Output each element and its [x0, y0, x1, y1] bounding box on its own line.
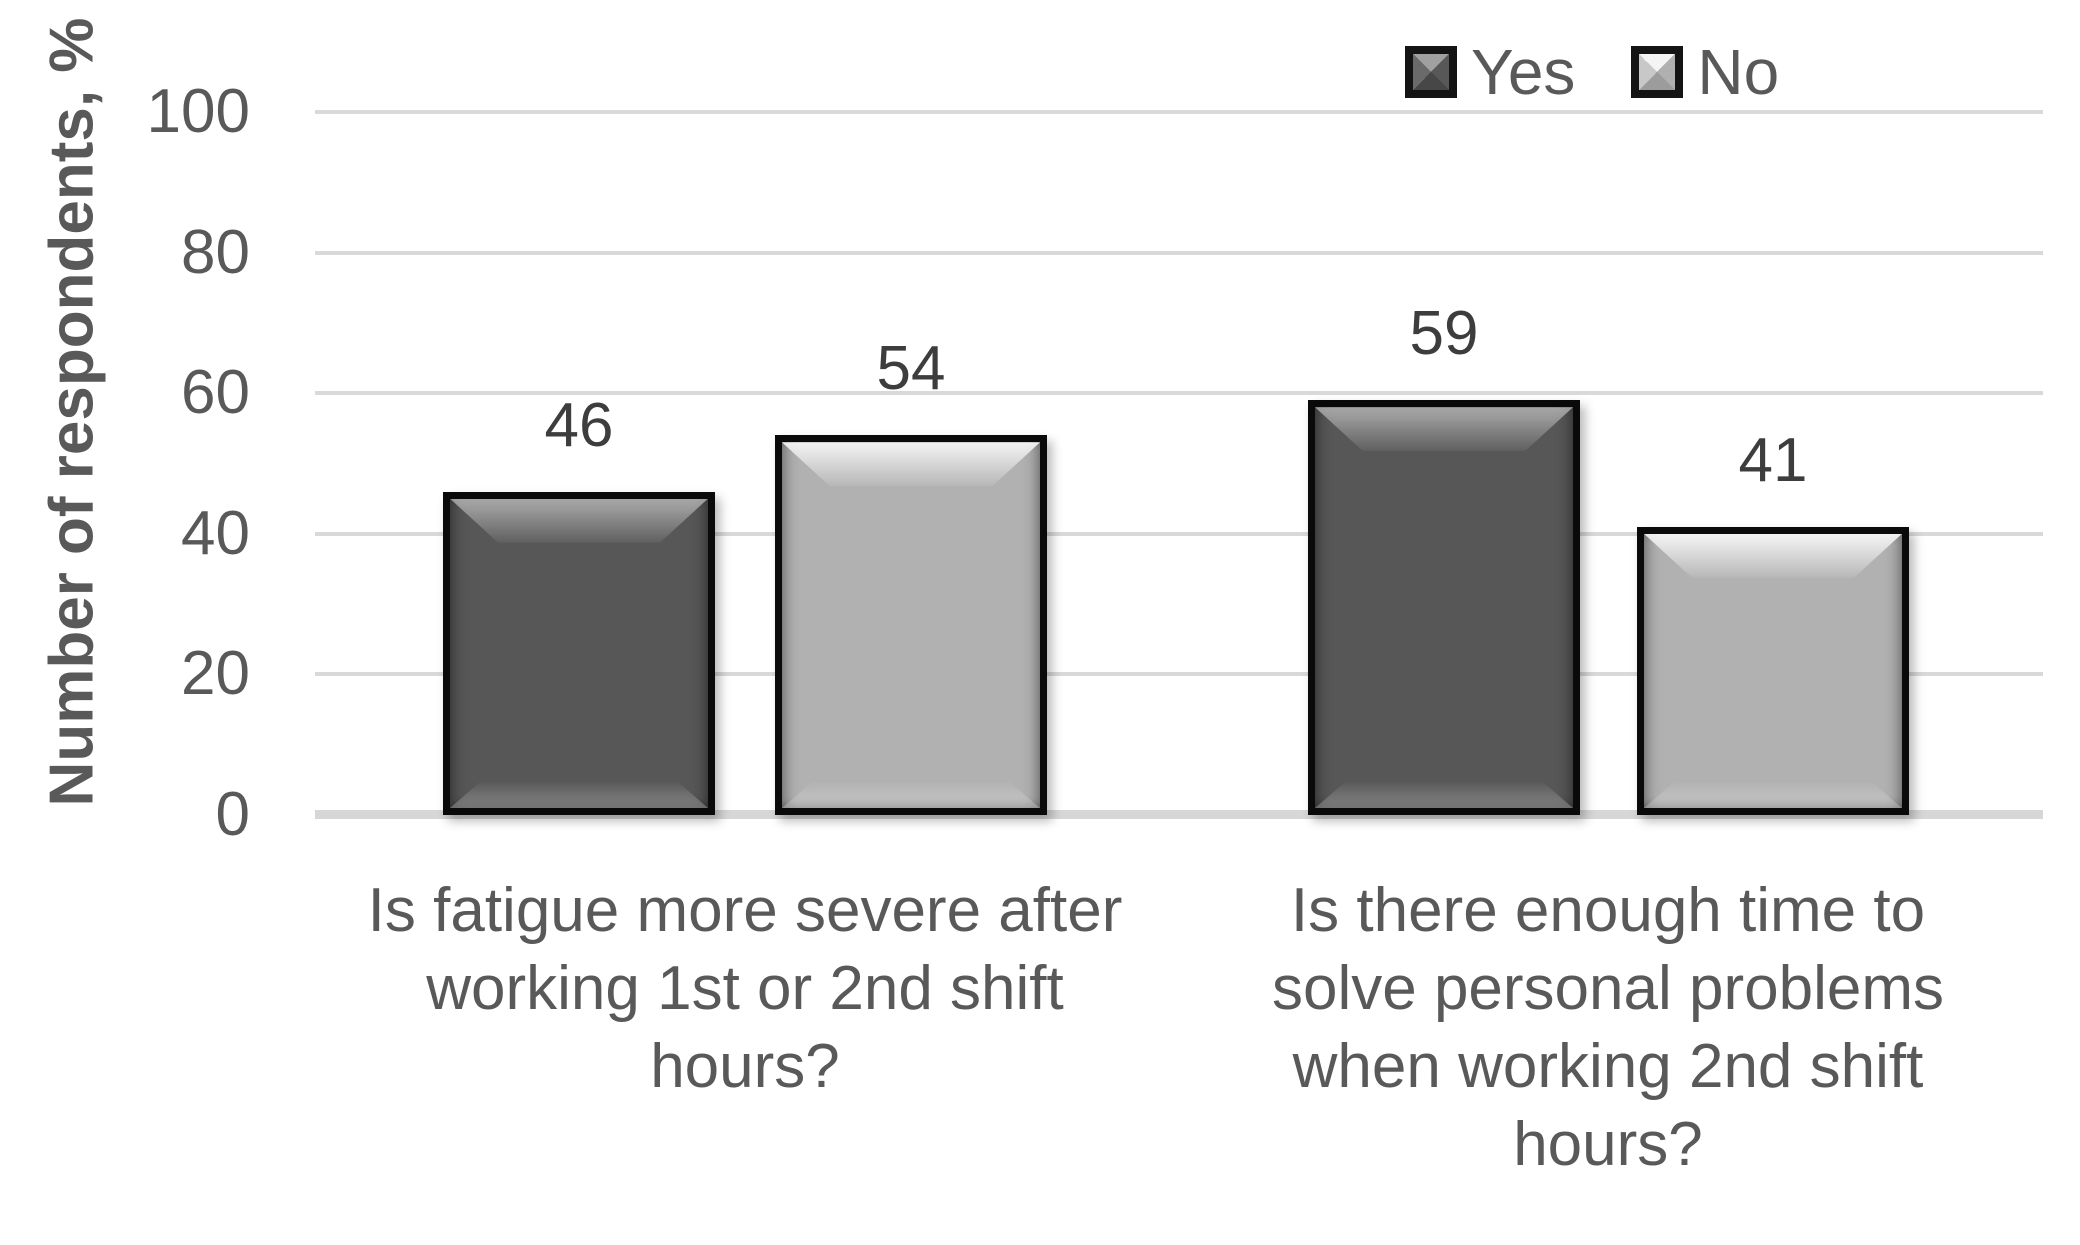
- bar-value-label: 41: [1738, 425, 1808, 495]
- legend-label-yes: Yes: [1471, 36, 1576, 108]
- category-label-line: hours?: [650, 1032, 840, 1101]
- legend-swatch-no-icon: [1631, 46, 1684, 98]
- gridline: [315, 110, 2043, 114]
- y-tick-label: 100: [146, 77, 250, 146]
- bar-value-label: 46: [544, 390, 614, 460]
- y-tick-label: 80: [181, 217, 250, 287]
- legend: Yes No: [1405, 40, 1779, 104]
- gridline: [315, 531, 2043, 536]
- plot-area: 46 54 59 41: [315, 110, 2043, 819]
- bar-slot-time-yes: 59: [1308, 112, 1580, 815]
- y-tick-label: 0: [215, 780, 250, 849]
- bar-no-personal-time: [1637, 526, 1909, 815]
- category-label-line: when working 2nd shift: [1292, 1032, 1924, 1101]
- y-tick-label: 40: [181, 498, 250, 568]
- category-label-fatigue: Is fatigue more severe after working 1st…: [265, 872, 1225, 1106]
- bar-slot-time-no: 41: [1637, 112, 1909, 815]
- bar-slot-fatigue-yes: 46: [443, 112, 715, 815]
- gridline: [315, 391, 2043, 396]
- category-label-line: solve personal problems: [1271, 954, 1944, 1023]
- category-label-line: Is fatigue more severe after: [367, 876, 1123, 945]
- bar-value-label: 54: [876, 334, 946, 404]
- bar-value-label: 59: [1409, 299, 1479, 369]
- y-tick-label: 20: [181, 639, 250, 709]
- legend-item-no: No: [1631, 40, 1779, 104]
- gridline: [315, 250, 2043, 255]
- bar-no-fatigue: [775, 435, 1047, 815]
- legend-item-yes: Yes: [1405, 40, 1575, 104]
- bar-yes-personal-time: [1308, 400, 1580, 815]
- legend-swatch-yes-icon: [1405, 46, 1457, 98]
- x-axis-line: [315, 810, 2043, 819]
- y-tick-label: 60: [181, 358, 250, 428]
- bar-yes-fatigue: [443, 491, 715, 815]
- category-label-line: hours?: [1513, 1110, 1703, 1179]
- y-axis-ticks: 0 20 40 60 80 100: [0, 0, 250, 1245]
- category-label-personal-time: Is there enough time to solve personal p…: [1148, 872, 2068, 1184]
- gridline: [315, 672, 2043, 677]
- legend-label-no: No: [1697, 36, 1780, 108]
- category-label-line: working 1st or 2nd shift: [426, 954, 1064, 1023]
- category-label-line: Is there enough time to: [1290, 876, 1926, 945]
- bar-slot-fatigue-no: 54: [775, 112, 1047, 815]
